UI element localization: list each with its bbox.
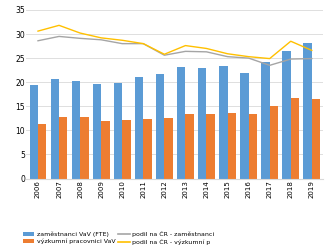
Bar [59,117,67,179]
Bar [50,79,59,179]
Bar [291,98,299,179]
Bar [207,114,215,179]
Bar [135,77,143,179]
Bar [30,85,38,179]
Bar [198,68,207,179]
Bar [248,115,257,179]
Bar [219,66,228,179]
Legend: zaměstnanci VaV (FTE), výzkumní pracovnici VaV, podil na ČR - zaměstnanci, podil: zaměstnanci VaV (FTE), výzkumní pracovni… [23,231,214,245]
Bar [177,67,185,179]
Bar [80,117,88,179]
Bar [143,119,152,179]
Bar [228,113,236,179]
Bar [312,98,320,179]
Bar [101,121,110,179]
Bar [93,84,101,179]
Bar [114,83,122,179]
Bar [38,124,47,179]
Bar [240,73,248,179]
Bar [261,62,270,179]
Bar [156,74,164,179]
Bar [185,114,194,179]
Bar [303,43,312,179]
Bar [282,51,291,179]
Bar [122,120,131,179]
Bar [164,118,173,179]
Bar [72,81,80,179]
Bar [270,106,278,179]
